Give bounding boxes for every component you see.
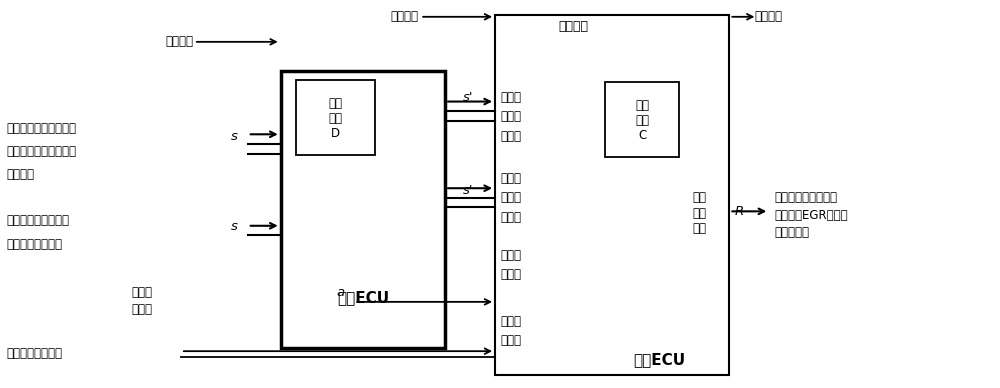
Text: 水温、进气压力、空气: 水温、进气压力、空气	[6, 122, 76, 135]
Text: 执行: 执行	[692, 191, 706, 204]
Text: 空调、离合开关等: 空调、离合开关等	[6, 347, 62, 360]
Text: 制信号: 制信号	[500, 334, 521, 347]
Text: 系统电源: 系统电源	[390, 10, 418, 23]
Text: 子油门等: 子油门等	[6, 168, 34, 181]
Text: 其他输: 其他输	[500, 249, 521, 262]
Text: 外挂ECU: 外挂ECU	[337, 291, 389, 305]
Text: 入信号: 入信号	[131, 303, 152, 316]
Text: a: a	[336, 286, 345, 299]
Text: 模拟信: 模拟信	[500, 91, 521, 104]
Text: 油计量阀等: 油计量阀等	[774, 226, 809, 239]
Text: 器输入: 器输入	[500, 130, 521, 143]
Text: 器输入: 器输入	[500, 211, 521, 223]
Text: 输出: 输出	[692, 222, 706, 235]
Bar	[281, 71, 445, 348]
Text: 逻辑
运算
D: 逻辑 运算 D	[328, 97, 342, 140]
Text: 其他控: 其他控	[500, 315, 521, 327]
Text: 号传感: 号传感	[500, 191, 521, 204]
Text: 号传感: 号传感	[500, 111, 521, 123]
Text: 逻辑
运算
C: 逻辑 运算 C	[636, 99, 650, 142]
Text: 电源控制: 电源控制	[559, 20, 589, 33]
Text: 入信号: 入信号	[500, 268, 521, 281]
Text: s: s	[231, 130, 238, 143]
Text: 器件: 器件	[692, 207, 706, 220]
Text: 点火线圈、喷油器、: 点火线圈、喷油器、	[774, 191, 837, 204]
Text: s: s	[231, 220, 238, 233]
Text: 脉冲信: 脉冲信	[500, 172, 521, 185]
Text: 节气门位置、轨压、电: 节气门位置、轨压、电	[6, 145, 76, 158]
Text: 电源输出: 电源输出	[754, 10, 782, 23]
Text: s': s'	[463, 184, 473, 197]
Text: 置、爆震、车速等: 置、爆震、车速等	[6, 237, 62, 251]
Text: 曲轴位置、凸轮轴位: 曲轴位置、凸轮轴位	[6, 215, 69, 227]
Text: 原车ECU: 原车ECU	[633, 352, 686, 367]
Text: 其他输: 其他输	[131, 286, 152, 299]
Text: R: R	[735, 205, 744, 218]
Text: s': s'	[463, 91, 473, 104]
Bar	[495, 15, 729, 375]
Text: 泄压阀、EGR阀、燃: 泄压阀、EGR阀、燃	[774, 209, 848, 222]
Text: 系统电源: 系统电源	[166, 35, 194, 48]
Bar	[296, 80, 375, 156]
Bar	[605, 82, 679, 158]
